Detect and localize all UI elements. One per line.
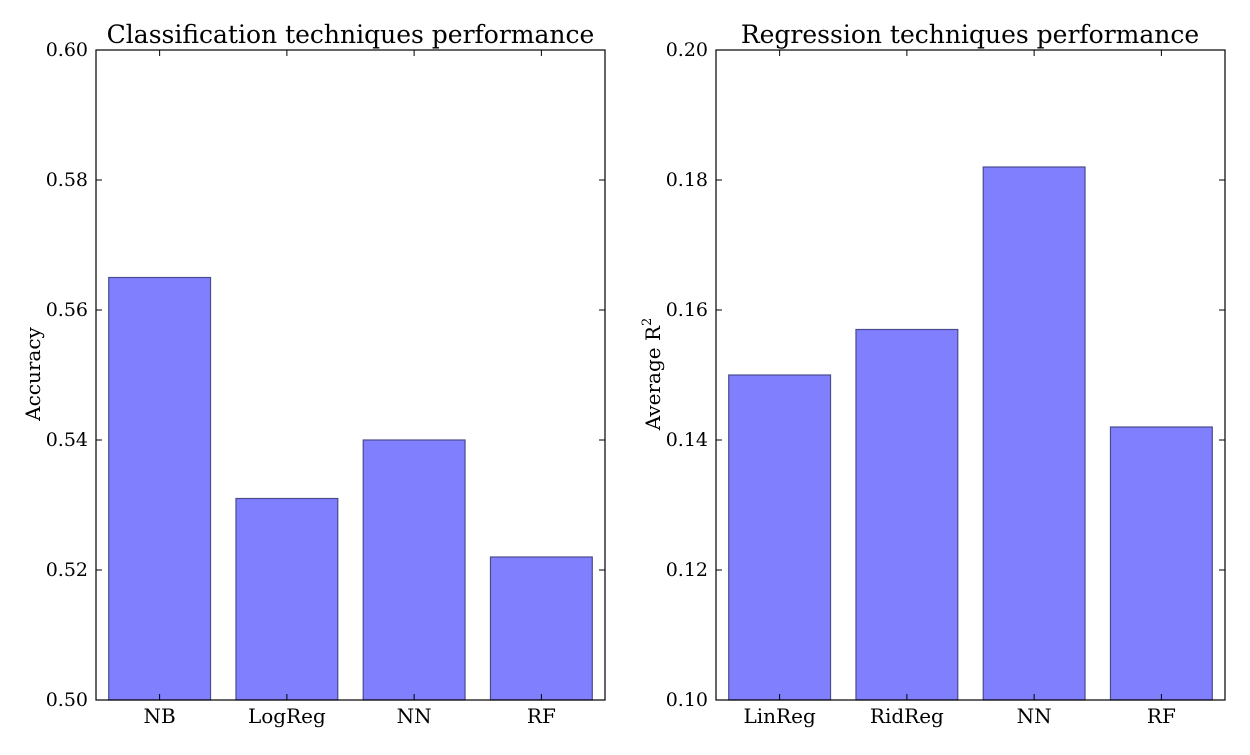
bar-nn bbox=[982, 166, 1086, 701]
chart-title: Classification techniques performance bbox=[107, 20, 595, 49]
plot-frame bbox=[715, 49, 1226, 701]
x-tick-label: LogReg bbox=[248, 704, 326, 728]
y-axis-label: Average R2 bbox=[640, 318, 665, 432]
y-tick-label: 0.18 bbox=[666, 169, 708, 191]
y-axis-label-superscript: 2 bbox=[640, 318, 655, 326]
bar-rf bbox=[489, 556, 593, 701]
bar-rf bbox=[1109, 426, 1213, 701]
y-axis-label-text: Average R bbox=[641, 325, 665, 431]
y-tick-label: 0.60 bbox=[46, 39, 88, 61]
x-tick-label: LinReg bbox=[743, 704, 815, 728]
x-tick-label: RidReg bbox=[870, 704, 944, 728]
regression-chart: Regression techniques performance Averag… bbox=[640, 20, 1226, 728]
x-tick-label: NN bbox=[397, 704, 432, 728]
classification-chart: Classification techniques performance Ac… bbox=[21, 20, 606, 728]
bar-logreg bbox=[235, 497, 339, 701]
bar-nb bbox=[108, 276, 212, 701]
y-tick-label: 0.56 bbox=[46, 299, 88, 321]
y-tick-label: 0.10 bbox=[666, 689, 708, 711]
x-tick-label: RF bbox=[1147, 704, 1176, 728]
x-tick-label: NB bbox=[144, 704, 176, 728]
y-tick-label: 0.52 bbox=[46, 559, 88, 581]
y-tick-label: 0.54 bbox=[46, 429, 88, 451]
y-tick-label: 0.20 bbox=[666, 39, 708, 61]
y-tick-label: 0.58 bbox=[46, 169, 88, 191]
y-tick-label: 0.50 bbox=[46, 689, 88, 711]
y-tick-label: 0.14 bbox=[666, 429, 708, 451]
plot-frame bbox=[95, 49, 606, 701]
x-tick-label: RF bbox=[527, 704, 556, 728]
y-axis-label: Accuracy bbox=[21, 326, 45, 421]
y-tick-label: 0.16 bbox=[666, 299, 708, 321]
bar-linreg bbox=[728, 374, 832, 701]
x-tick-label: NN bbox=[1017, 704, 1052, 728]
y-tick-label: 0.12 bbox=[666, 559, 708, 581]
chart-title: Regression techniques performance bbox=[741, 20, 1199, 49]
bar-ridreg bbox=[855, 328, 959, 701]
bar-nn bbox=[362, 439, 466, 701]
